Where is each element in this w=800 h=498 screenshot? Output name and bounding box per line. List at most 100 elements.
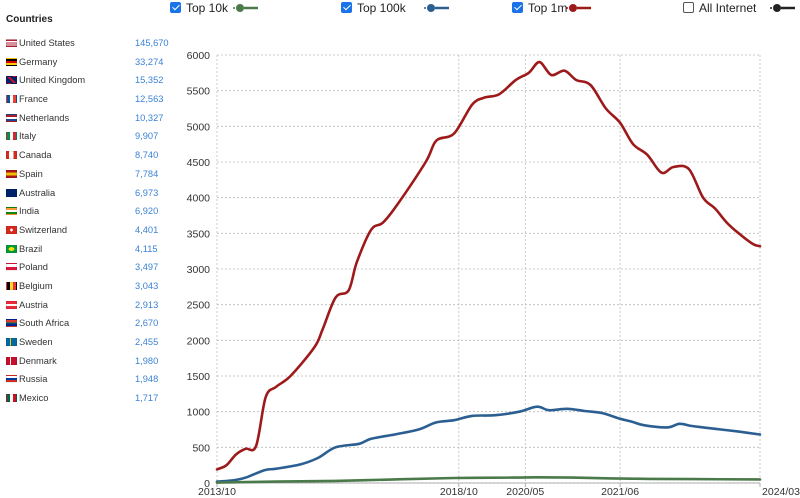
country-count[interactable]: 4,401	[135, 224, 159, 235]
ru-flag-icon	[6, 375, 17, 384]
country-count[interactable]: 1,980	[135, 355, 159, 366]
country-count[interactable]: 3,043	[135, 280, 159, 291]
y-tick-label: 2500	[187, 300, 211, 312]
series-legend: Top 10k Top 100k Top 1m All Internet	[0, 0, 800, 18]
country-name: United States	[19, 38, 75, 48]
country-name: Austria	[19, 299, 48, 310]
ca-flag-icon	[6, 151, 17, 160]
series-line-top-100k	[215, 405, 762, 483]
country-name: Russia	[19, 374, 48, 385]
x-tick-label: 2024/03	[762, 486, 800, 498]
country-name: Switzerland	[19, 224, 68, 235]
legend-label: Top 1m	[528, 1, 568, 15]
y-tick-label: 3000	[187, 264, 211, 276]
country-row-ru[interactable]: Russia 1,948	[0, 371, 175, 390]
y-tick-label: 5500	[187, 86, 211, 98]
y-tick-label: 5000	[187, 121, 211, 133]
legend-line-marker-icon	[770, 4, 795, 12]
legend-label: Top 100k	[357, 1, 406, 15]
country-count[interactable]: 15,352	[135, 75, 164, 86]
x-tick-label: 2018/10	[440, 486, 478, 498]
it-flag-icon	[6, 132, 17, 141]
in-flag-icon	[6, 207, 17, 216]
y-tick-label: 3500	[187, 228, 211, 240]
checkbox-unchecked-icon[interactable]	[683, 2, 694, 13]
checkbox-checked-icon[interactable]	[170, 2, 181, 13]
legend-line-marker-icon	[424, 4, 449, 12]
y-tick-label: 4000	[187, 193, 211, 205]
country-count[interactable]: 4,115	[135, 243, 158, 254]
country-row-nl[interactable]: Netherlands 10,327	[0, 110, 175, 129]
legend-line-marker-icon	[233, 4, 258, 12]
country-list: United States 145,670 Germany 33,274 United …	[0, 35, 175, 409]
country-count[interactable]: 1,948	[135, 374, 159, 385]
y-tick-label: 0	[204, 478, 210, 490]
country-name: Poland	[19, 262, 48, 273]
legend-label: All Internet	[699, 1, 757, 15]
country-name: United Kingdom	[19, 75, 86, 86]
country-name: France	[19, 94, 48, 105]
legend-line-marker-icon	[566, 4, 591, 12]
country-row-be[interactable]: Belgium 3,043	[0, 278, 175, 297]
series-line-top-10k	[215, 476, 762, 484]
country-count[interactable]: 3,497	[135, 262, 159, 273]
checkbox-checked-icon[interactable]	[512, 2, 523, 13]
country-name: Canada	[19, 150, 52, 161]
country-count[interactable]: 12,563	[135, 94, 164, 105]
country-row-br[interactable]: Brazil 4,115	[0, 241, 175, 260]
country-row-de[interactable]: Germany 33,274	[0, 54, 175, 73]
series-line-top-1m	[215, 60, 762, 471]
country-count[interactable]: 2,913	[135, 299, 159, 310]
au-flag-icon	[6, 188, 17, 197]
country-count[interactable]: 10,327	[135, 112, 164, 123]
country-count[interactable]: 6,920	[135, 206, 159, 217]
es-flag-icon	[6, 169, 17, 178]
country-row-au[interactable]: Australia 6,973	[0, 185, 175, 204]
country-count[interactable]: 1,717	[135, 393, 159, 404]
country-name: Spain	[19, 168, 43, 179]
country-name: South Africa	[19, 318, 70, 329]
de-flag-icon	[6, 57, 17, 66]
country-row-za[interactable]: South Africa 2,670	[0, 315, 175, 334]
country-name: Germany	[19, 56, 58, 67]
country-row-dk[interactable]: Denmark 1,980	[0, 353, 175, 372]
country-row-us[interactable]: United States 145,670	[0, 35, 175, 54]
country-row-ch[interactable]: Switzerland 4,401	[0, 222, 175, 241]
country-name: India	[19, 206, 40, 217]
country-count[interactable]: 2,455	[135, 337, 159, 347]
country-count[interactable]: 8,740	[135, 150, 159, 161]
country-count[interactable]: 2,670	[135, 318, 159, 329]
country-count[interactable]: 145,670	[135, 38, 169, 48]
country-row-ca[interactable]: Canada 8,740	[0, 147, 175, 166]
y-tick-label: 1000	[187, 407, 211, 419]
sidebar-title: Countries	[6, 14, 53, 25]
at-flag-icon	[6, 300, 17, 309]
country-row-gb[interactable]: United Kingdom 15,352	[0, 72, 175, 91]
y-tick-label: 1500	[187, 371, 211, 383]
country-count[interactable]: 6,973	[135, 187, 159, 198]
country-name: Netherlands	[19, 112, 70, 123]
country-count[interactable]: 7,784	[135, 168, 159, 179]
za-flag-icon	[6, 319, 17, 328]
mx-flag-icon	[6, 394, 17, 403]
checkbox-checked-icon[interactable]	[341, 2, 352, 13]
countries-sidebar: Countries United States 145,670 Germany 33,…	[0, 0, 175, 498]
dk-flag-icon	[6, 356, 17, 365]
country-row-it[interactable]: Italy 9,907	[0, 128, 175, 147]
country-row-mx[interactable]: Mexico 1,717	[0, 390, 175, 409]
country-row-in[interactable]: India 6,920	[0, 203, 175, 222]
y-tick-label: 500	[192, 442, 210, 454]
country-row-pl[interactable]: Poland 3,497	[0, 259, 175, 278]
country-row-se[interactable]: Sweden 2,455	[0, 334, 175, 353]
country-row-at[interactable]: Austria 2,913	[0, 297, 175, 316]
country-name: Belgium	[19, 280, 53, 291]
country-count[interactable]: 33,274	[135, 56, 164, 67]
country-row-es[interactable]: Spain 7,784	[0, 166, 175, 185]
country-count[interactable]: 9,907	[135, 131, 159, 142]
y-tick-label: 6000	[187, 50, 211, 62]
country-row-fr[interactable]: France 12,563	[0, 91, 175, 110]
x-tick-label: 2013/10	[198, 486, 236, 498]
country-name: Brazil	[19, 243, 43, 254]
br-flag-icon	[6, 244, 17, 253]
